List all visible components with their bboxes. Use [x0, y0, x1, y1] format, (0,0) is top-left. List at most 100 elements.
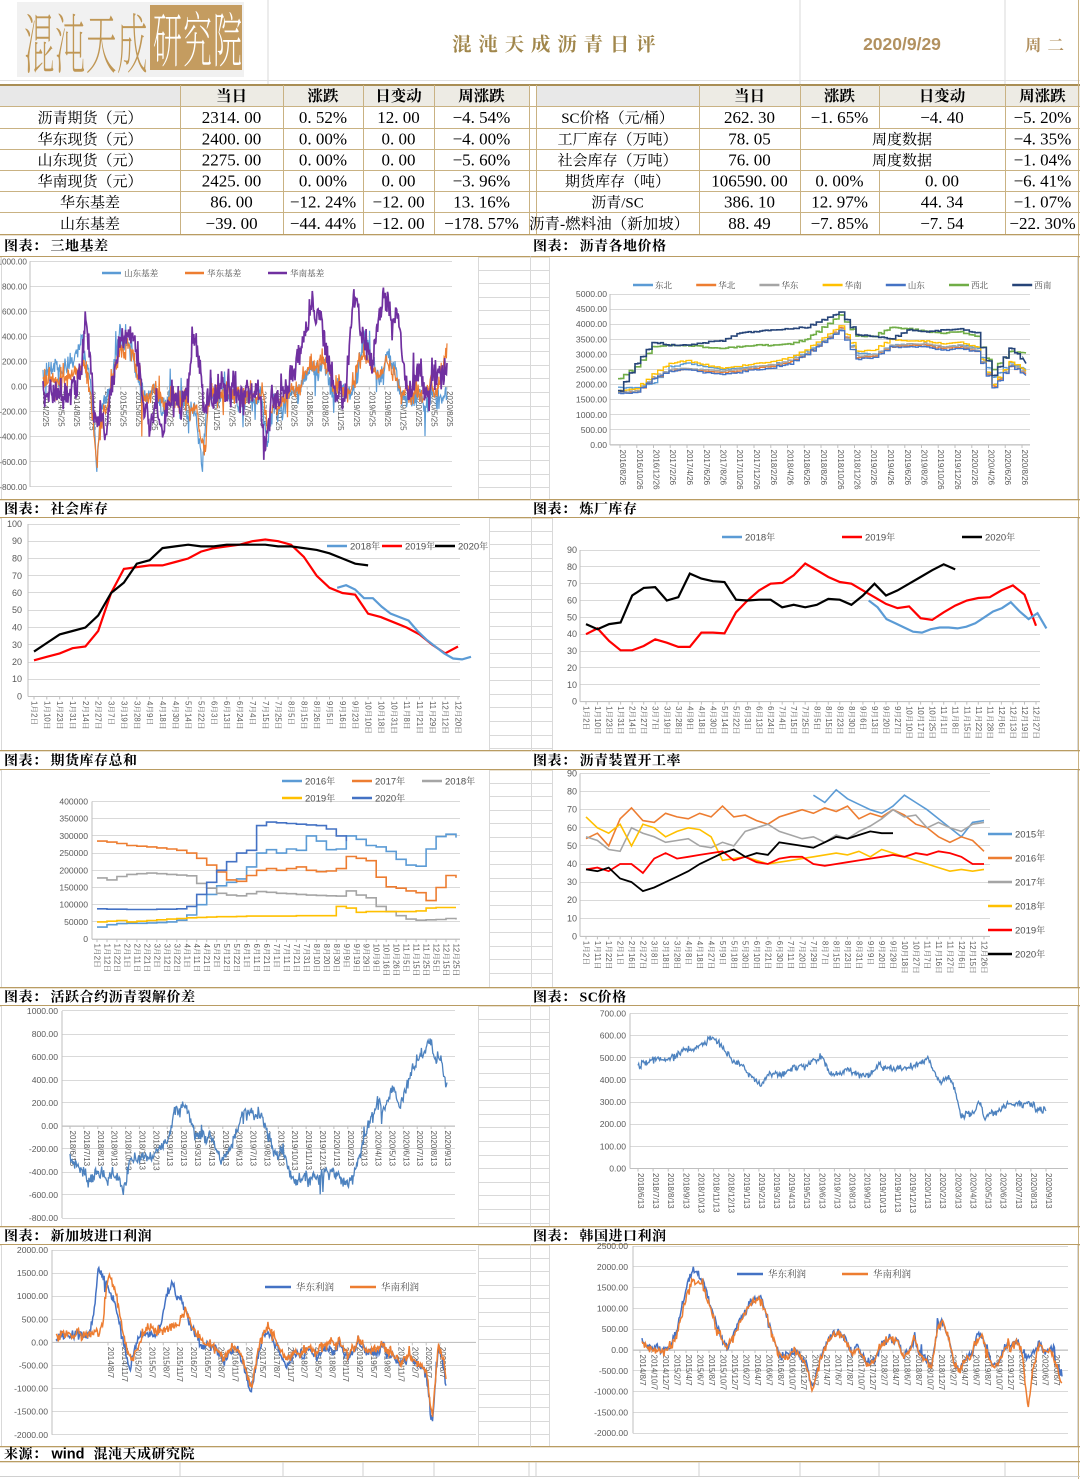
svg-text:2020/2/7: 2020/2/7: [1018, 1355, 1027, 1387]
svg-text:7: 7: [923, 957, 932, 961]
svg-text:50000: 50000: [64, 917, 88, 927]
svg-text:40: 40: [12, 623, 22, 633]
svg-text:-500.00: -500.00: [19, 1361, 48, 1371]
svg-text:27: 27: [707, 953, 716, 962]
svg-text:2020/6/13: 2020/6/13: [401, 1131, 410, 1167]
svg-text:4: 4: [145, 701, 154, 706]
svg-text:11: 11: [422, 944, 431, 952]
svg-text:90: 90: [567, 545, 577, 555]
svg-text:/SC: /SC: [621, 196, 644, 212]
svg-text:2016: 2016: [305, 777, 326, 788]
svg-text:-1000.00: -1000.00: [594, 1387, 628, 1397]
svg-text:1000.00: 1000.00: [0, 257, 27, 266]
svg-text:2019/6/26: 2019/6/26: [903, 450, 912, 486]
svg-text:2019/6/13: 2019/6/13: [817, 1173, 826, 1209]
svg-text:1: 1: [242, 956, 251, 960]
svg-text:2019/6/13: 2019/6/13: [235, 1131, 244, 1167]
svg-text:2018: 2018: [1015, 902, 1036, 913]
svg-text:2020: 2020: [1015, 950, 1036, 961]
svg-text:2015/2/7: 2015/2/7: [673, 1355, 682, 1387]
svg-text:1: 1: [182, 956, 191, 960]
svg-text:3: 3: [674, 706, 683, 710]
svg-text:2020/5/7: 2020/5/7: [424, 1347, 433, 1379]
svg-text:2: 2: [638, 941, 647, 945]
svg-text:2019: 2019: [405, 542, 426, 553]
svg-text:-800.00: -800.00: [29, 1213, 58, 1223]
svg-text:2017/5/25: 2017/5/25: [243, 391, 252, 427]
svg-text:2019/5/13: 2019/5/13: [802, 1173, 811, 1209]
svg-text:44. 34: 44. 34: [921, 193, 964, 212]
svg-text:2018/2/26: 2018/2/26: [769, 450, 778, 486]
svg-text:16: 16: [338, 713, 347, 722]
svg-text:2019/2/26: 2019/2/26: [869, 450, 878, 486]
svg-text:7: 7: [651, 718, 660, 722]
svg-text:2018: 2018: [350, 542, 371, 553]
svg-text:2017: 2017: [1015, 878, 1036, 889]
svg-text:2018/6/13: 2018/6/13: [636, 1173, 645, 1209]
svg-text:1: 1: [616, 953, 625, 957]
svg-text:9: 9: [342, 944, 351, 948]
svg-text:2500.00: 2500.00: [597, 1241, 628, 1251]
svg-text:0.00: 0.00: [41, 1121, 58, 1131]
svg-text:6: 6: [752, 941, 761, 945]
svg-text:11: 11: [939, 706, 948, 714]
svg-text:9: 9: [351, 701, 360, 705]
svg-text:3: 3: [661, 941, 670, 945]
svg-text:7: 7: [302, 944, 311, 948]
svg-text:-500.00: -500.00: [599, 1366, 628, 1376]
svg-text:SC: SC: [580, 991, 599, 1006]
svg-text:8: 8: [824, 706, 833, 710]
svg-text:2017/2/26: 2017/2/26: [668, 450, 677, 486]
svg-text:27: 27: [893, 718, 902, 727]
svg-text:8: 8: [299, 701, 308, 705]
svg-text:5: 5: [812, 718, 821, 723]
svg-text:24: 24: [766, 718, 775, 727]
svg-text:8: 8: [835, 706, 844, 710]
svg-text:0. 00%: 0. 00%: [299, 172, 347, 191]
svg-text:2020: 2020: [458, 542, 479, 553]
svg-text:2020/2/25: 2020/2/25: [414, 391, 423, 427]
svg-text:3500.00: 3500.00: [576, 334, 607, 344]
svg-text:2018/6/26: 2018/6/26: [802, 450, 811, 486]
svg-text:2019/3/13: 2019/3/13: [772, 1173, 781, 1209]
svg-text:2017/4/26: 2017/4/26: [685, 450, 694, 486]
svg-text:2000.00: 2000.00: [597, 1262, 628, 1272]
svg-text:21: 21: [415, 718, 424, 727]
svg-text:2018/11/13: 2018/11/13: [137, 1131, 146, 1171]
svg-text:2018/7/13: 2018/7/13: [82, 1131, 91, 1167]
svg-text:2015/11/7: 2015/11/7: [175, 1347, 184, 1383]
svg-text:90: 90: [567, 769, 577, 779]
svg-text:-600.00: -600.00: [29, 1190, 58, 1200]
svg-text:-2000.00: -2000.00: [594, 1428, 628, 1438]
svg-text:/: /: [640, 111, 645, 127]
svg-text:2: 2: [122, 944, 131, 948]
svg-text:9: 9: [877, 941, 886, 945]
svg-text:6: 6: [222, 701, 231, 705]
svg-text:1: 1: [55, 701, 64, 705]
svg-text:29: 29: [428, 718, 437, 727]
svg-text:11: 11: [132, 956, 141, 964]
svg-text:12. 00: 12. 00: [377, 108, 420, 127]
svg-text:2019: 2019: [305, 794, 326, 805]
svg-text:1: 1: [112, 944, 121, 948]
svg-text:2020/4/26: 2020/4/26: [987, 450, 996, 486]
svg-text:100.00: 100.00: [600, 1141, 627, 1151]
svg-text:2: 2: [627, 941, 636, 945]
svg-text:2020/3/13: 2020/3/13: [360, 1131, 369, 1167]
svg-text:2019/8/7: 2019/8/7: [383, 1347, 392, 1379]
svg-text:2016/8/7: 2016/8/7: [217, 1347, 226, 1379]
svg-text:20: 20: [454, 718, 463, 727]
svg-text:3: 3: [651, 706, 660, 710]
svg-text:2017/10/7: 2017/10/7: [857, 1355, 866, 1391]
svg-text:−22. 30%: −22. 30%: [1009, 214, 1075, 233]
svg-text:12: 12: [1008, 706, 1017, 715]
svg-text:2400. 00: 2400. 00: [202, 130, 261, 149]
svg-text:−5. 20%: −5. 20%: [1014, 108, 1072, 127]
svg-text:2019/11/13: 2019/11/13: [893, 1173, 902, 1213]
svg-text:2016/2/7: 2016/2/7: [742, 1355, 751, 1387]
svg-text:12: 12: [997, 706, 1006, 715]
svg-text:4: 4: [192, 944, 201, 949]
svg-text:9: 9: [372, 960, 381, 964]
svg-text:25: 25: [452, 960, 461, 969]
svg-text:30: 30: [332, 956, 341, 965]
